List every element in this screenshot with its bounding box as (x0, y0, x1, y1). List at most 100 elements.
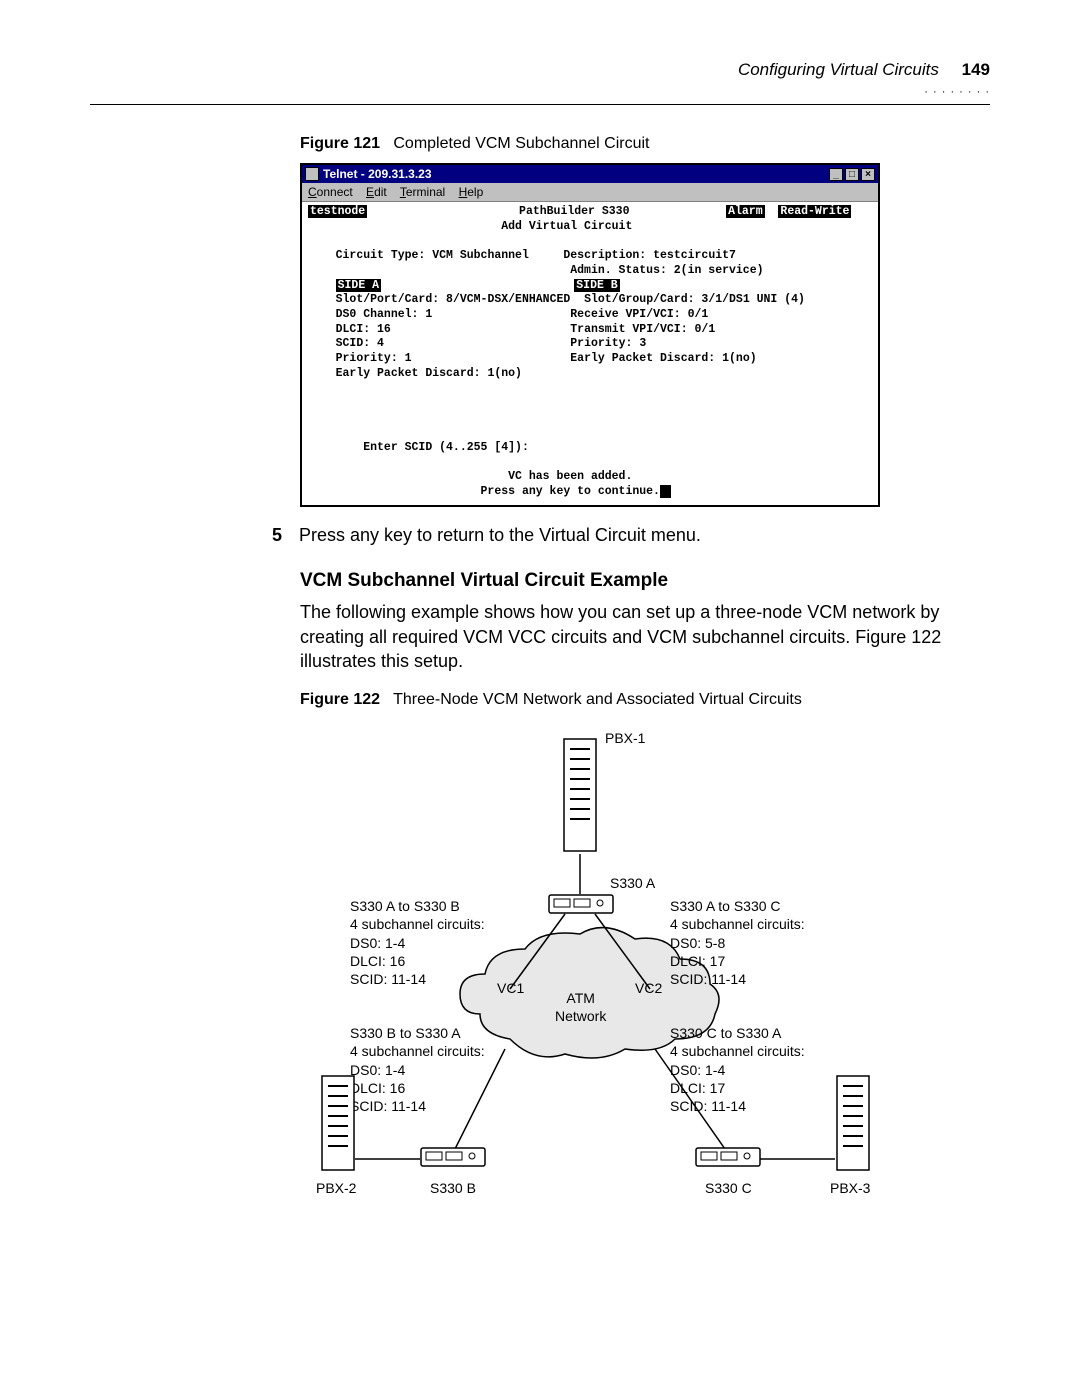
block-al-l4: DLCI: 16 (350, 953, 405, 969)
step-5: 5 Press any key to return to the Virtual… (300, 525, 990, 546)
side-a-epd: 1(no) (487, 367, 522, 380)
circuit-type-label: Circuit Type: (336, 249, 426, 262)
description-label: Description: (563, 249, 646, 262)
block-ar-l3: DS0: 5-8 (670, 935, 725, 951)
block-bl-l4: DLCI: 16 (350, 1080, 405, 1096)
block-bl-title: S330 B to S330 A (350, 1025, 461, 1041)
menu-bar: Connect Edit Terminal Help (302, 183, 878, 202)
s330a-icon (548, 894, 614, 919)
terminal-body: testnode PathBuilder S330 Alarm Read-Wri… (302, 202, 878, 505)
hostname: testnode (308, 205, 367, 218)
vc1-label: VC1 (497, 979, 524, 997)
block-al-title: S330 A to S330 B (350, 898, 460, 914)
description: testcircuit7 (653, 249, 736, 262)
network-diagram: PBX-1 S330 A VC1 VC2 ATM Network S330 A … (280, 719, 900, 1229)
block-bl-l3: DS0: 1-4 (350, 1062, 405, 1078)
menu-terminal[interactable]: Terminal (400, 185, 445, 199)
vc-added-msg: VC has been added. (508, 470, 632, 483)
side-a-priority-label: Priority: (336, 352, 398, 365)
block-ar-l2: 4 subchannel circuits: (670, 916, 805, 932)
screen-title: Add Virtual Circuit (501, 220, 632, 233)
pbx-2-label: PBX-2 (316, 1179, 356, 1197)
block-ar-l4: DLCI: 17 (670, 953, 725, 969)
block-bl-l2: 4 subchannel circuits: (350, 1043, 485, 1059)
block-br-l5: SCID: 11-14 (670, 1098, 746, 1114)
pbx-1-label: PBX-1 (605, 729, 645, 747)
menu-edit[interactable]: Edit (366, 185, 387, 199)
continue-msg: Press any key to continue. (481, 485, 660, 498)
block-ar-title: S330 A to S330 C (670, 898, 781, 914)
block-bl-l5: SCID: 11-14 (350, 1098, 426, 1114)
side-b-heading: SIDE B (574, 279, 619, 292)
pbx-3-label: PBX-3 (830, 1179, 870, 1197)
alarm-indicator: Alarm (726, 205, 765, 218)
pbx-3-icon (835, 1074, 871, 1177)
header-dots: · · · · · · · · (924, 86, 990, 98)
side-a-dlci: 16 (377, 323, 391, 336)
page-header: Configuring Virtual Circuits 149 · · · ·… (90, 60, 990, 105)
side-a-dlci-label: DLCI: (336, 323, 371, 336)
app-icon (305, 167, 319, 181)
maximize-button[interactable]: □ (845, 168, 859, 181)
side-a-slot-label: Slot/Port/Card: (336, 293, 440, 306)
side-a-scid-label: SCID: (336, 337, 371, 350)
side-b-rx: 0/1 (688, 308, 709, 321)
block-br-l2: 4 subchannel circuits: (670, 1043, 805, 1059)
figure-121-title: Completed VCM Subchannel Circuit (393, 135, 649, 152)
block-al-l3: DS0: 1-4 (350, 935, 405, 951)
figure-122-title: Three-Node VCM Network and Associated Vi… (393, 691, 802, 708)
header-page-number: 149 (962, 60, 990, 79)
side-a-heading: SIDE A (336, 279, 381, 292)
side-a-slot: 8/VCM-DSX/ENHANCED (446, 293, 570, 306)
block-al-l5: SCID: 11-14 (350, 971, 426, 987)
side-b-priority: 3 (639, 337, 646, 350)
block-b-to-a: S330 B to S330 A 4 subchannel circuits: … (350, 1024, 485, 1115)
pbx-1-icon (562, 737, 598, 858)
side-b-epd: 1(no) (722, 352, 757, 365)
s330b-label: S330 B (430, 1179, 476, 1197)
block-al-l2: 4 subchannel circuits: (350, 916, 485, 932)
side-b-priority-label: Priority: (570, 337, 632, 350)
scid-prompt: Enter SCID (4..255 [4]): (363, 441, 529, 454)
mode-indicator: Read-Write (778, 205, 851, 218)
vc2-label: VC2 (635, 979, 662, 997)
side-a-priority: 1 (405, 352, 412, 365)
s330c-label: S330 C (705, 1179, 752, 1197)
figure-121-label: Figure 121 (300, 135, 380, 152)
minimize-button[interactable]: _ (829, 168, 843, 181)
figure-122-caption: Figure 122 Three-Node VCM Network and As… (300, 691, 990, 709)
s330c-icon (695, 1147, 761, 1172)
side-b-epd-label: Early Packet Discard: (570, 352, 715, 365)
side-b-slot-label: Slot/Group/Card: (584, 293, 694, 306)
window-titlebar[interactable]: Telnet - 209.31.3.23 _ □ × (302, 165, 878, 183)
block-br-l4: DLCI: 17 (670, 1080, 725, 1096)
header-section: Configuring Virtual Circuits (738, 60, 939, 79)
admin-status-label: Admin. Status: (570, 264, 667, 277)
figure-121-caption: Figure 121 Completed VCM Subchannel Circ… (300, 135, 990, 153)
step-5-text: Press any key to return to the Virtual C… (299, 525, 701, 545)
pbx-2-icon (320, 1074, 356, 1177)
side-b-tx: 0/1 (695, 323, 716, 336)
block-br-title: S330 C to S330 A (670, 1025, 781, 1041)
block-br-l3: DS0: 1-4 (670, 1062, 725, 1078)
s330b-icon (420, 1147, 486, 1172)
figure-122-label: Figure 122 (300, 691, 380, 708)
close-button[interactable]: × (861, 168, 875, 181)
menu-connect[interactable]: Connect (308, 185, 353, 199)
block-c-to-a: S330 C to S330 A 4 subchannel circuits: … (670, 1024, 805, 1115)
menu-help[interactable]: Help (459, 185, 484, 199)
admin-status: 2(in service) (674, 264, 764, 277)
block-a-to-b: S330 A to S330 B 4 subchannel circuits: … (350, 897, 485, 988)
side-b-tx-label: Transmit VPI/VCI: (570, 323, 687, 336)
side-a-scid: 4 (377, 337, 384, 350)
telnet-window: Telnet - 209.31.3.23 _ □ × Connect Edit … (300, 163, 880, 507)
step-5-num: 5 (272, 525, 294, 546)
block-ar-l5: SCID: 11-14 (670, 971, 746, 987)
side-b-rx-label: Receive VPI/VCI: (570, 308, 680, 321)
side-a-ds0-label: DS0 Channel: (336, 308, 419, 321)
example-heading: VCM Subchannel Virtual Circuit Example (300, 570, 990, 592)
device-name: PathBuilder S330 (519, 205, 629, 218)
side-a-epd-label: Early Packet Discard: (336, 367, 481, 380)
side-a-ds0: 1 (425, 308, 432, 321)
cursor (660, 485, 671, 498)
